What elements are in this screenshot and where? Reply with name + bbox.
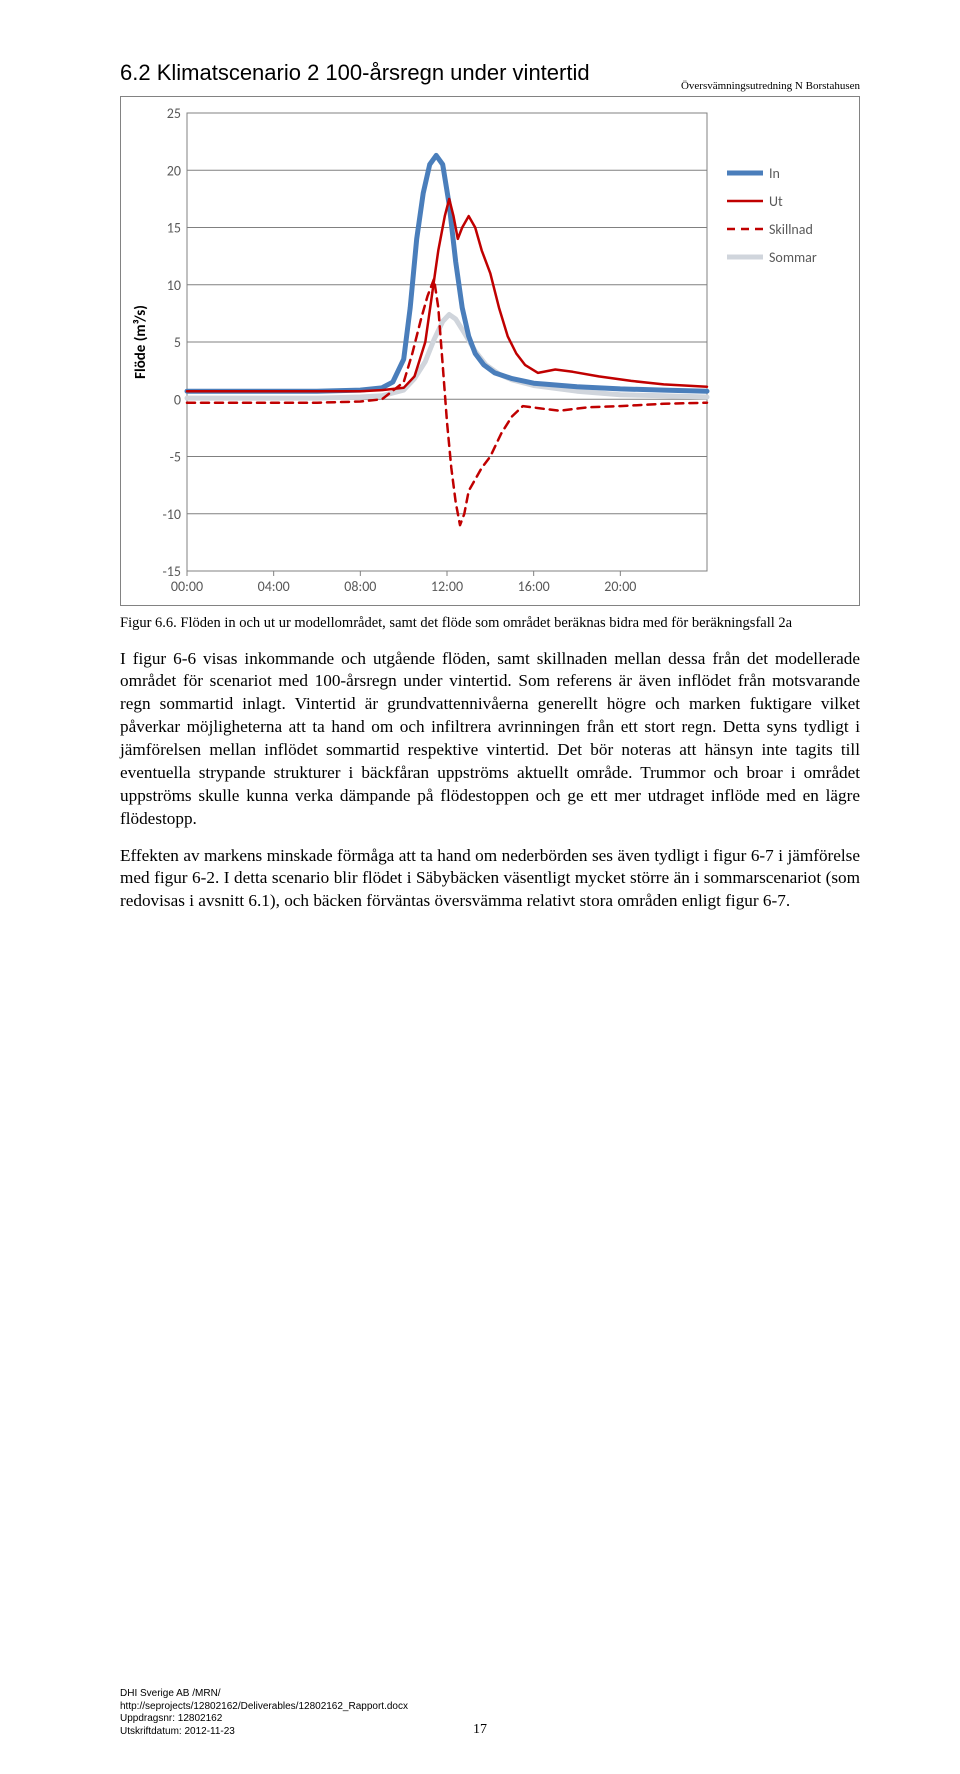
svg-text:Skillnad: Skillnad (769, 221, 813, 238)
svg-text:Flöde (m³/s): Flöde (m³/s) (132, 305, 150, 379)
header-doc-title: Översvämningsutredning N Borstahusen (681, 80, 860, 92)
svg-text:Ut: Ut (769, 193, 783, 210)
page: Översvämningsutredning N Borstahusen 6.2… (0, 60, 960, 1774)
figure-caption: Figur 6.6. Flöden in och ut ur modellomr… (120, 614, 860, 634)
svg-text:5: 5 (174, 334, 181, 351)
svg-text:08:00: 08:00 (344, 578, 376, 595)
chart-container: -15-10-5051015202500:0004:0008:0012:0016… (120, 96, 860, 606)
svg-text:-10: -10 (163, 506, 181, 523)
svg-text:04:00: 04:00 (258, 578, 290, 595)
figure-label: Figur 6.6. (120, 615, 177, 631)
svg-text:25: 25 (167, 105, 181, 122)
page-number: 17 (0, 1722, 960, 1738)
svg-text:Sommar: Sommar (769, 249, 817, 266)
svg-text:16:00: 16:00 (518, 578, 550, 595)
svg-text:00:00: 00:00 (171, 578, 203, 595)
svg-text:10: 10 (167, 277, 181, 294)
svg-text:20: 20 (167, 162, 181, 179)
line-chart: -15-10-5051015202500:0004:0008:0012:0016… (129, 105, 851, 597)
svg-text:In: In (769, 165, 780, 182)
paragraph-2: Effekten av markens minskade förmåga att… (120, 845, 860, 914)
figure-caption-text: Flöden in och ut ur modellområdet, samt … (180, 615, 792, 631)
paragraph-1: I figur 6-6 visas inkommande och utgåend… (120, 648, 860, 831)
svg-text:-5: -5 (170, 449, 181, 466)
svg-text:20:00: 20:00 (604, 578, 636, 595)
svg-text:15: 15 (167, 220, 181, 237)
svg-text:12:00: 12:00 (431, 578, 463, 595)
svg-text:0: 0 (174, 391, 181, 408)
footer-line-1: DHI Sverige AB /MRN/ (120, 1688, 408, 1701)
footer-line-2: http://seprojects/12802162/Deliverables/… (120, 1701, 408, 1714)
